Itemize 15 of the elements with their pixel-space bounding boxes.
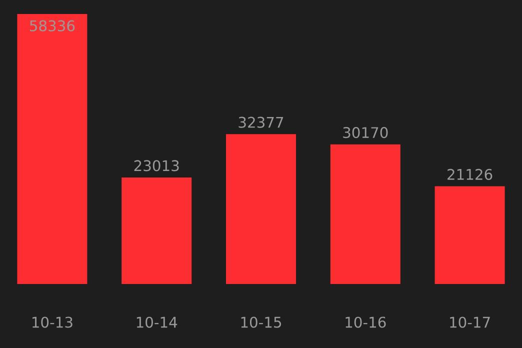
bar bbox=[17, 14, 88, 284]
x-tick-label: 10-17 bbox=[450, 316, 490, 328]
data-label: 30170 bbox=[343, 127, 388, 138]
x-tick-label: 10-16 bbox=[346, 316, 386, 328]
data-label: 23013 bbox=[134, 160, 179, 172]
bar bbox=[330, 144, 400, 284]
data-label: 58336 bbox=[30, 20, 75, 32]
data-label: 32377 bbox=[238, 116, 284, 128]
data-label: 21126 bbox=[448, 168, 492, 180]
bar bbox=[122, 177, 192, 284]
x-tick-label: 10-15 bbox=[241, 316, 282, 328]
x-tick-label: 10-14 bbox=[136, 316, 178, 328]
bar bbox=[434, 186, 505, 284]
bar bbox=[226, 134, 296, 284]
x-tick-label: 10-13 bbox=[32, 316, 72, 328]
